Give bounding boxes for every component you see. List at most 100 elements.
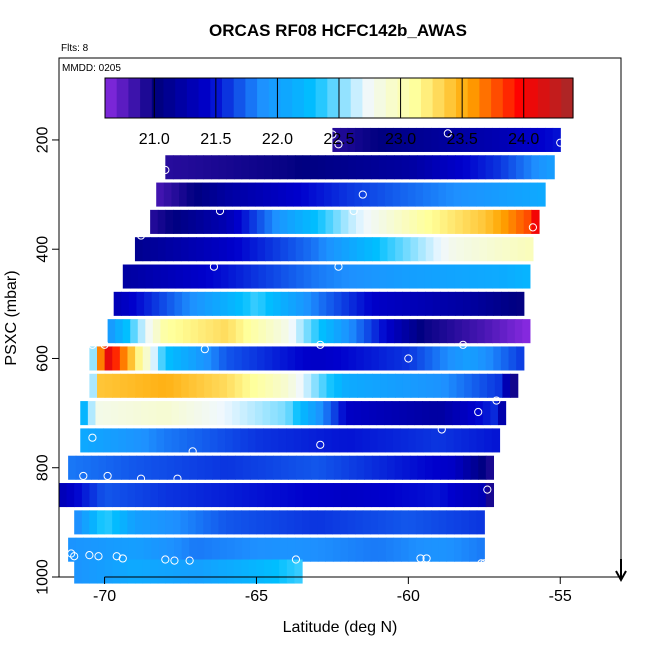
heatmap-cell [89, 483, 98, 508]
heatmap-cell [165, 346, 174, 371]
heatmap-cell [363, 209, 372, 234]
heatmap-cell [392, 182, 401, 207]
heatmap-cell [317, 510, 326, 535]
heatmap-cell [287, 155, 296, 180]
heatmap-cell [310, 537, 319, 562]
heatmap-cell [107, 319, 116, 344]
heatmap-cell [356, 291, 365, 316]
heatmap-cell [133, 428, 142, 453]
heatmap-cell [97, 483, 106, 508]
heatmap-cell [506, 182, 516, 207]
heatmap-cell [174, 291, 183, 316]
colorbar-cell [350, 78, 363, 118]
heatmap-band [113, 291, 525, 316]
heatmap-cell [318, 483, 327, 508]
heatmap-cell [400, 428, 409, 453]
heatmap-cell [278, 428, 287, 453]
heatmap-cell [186, 182, 195, 207]
heatmap-cell [393, 537, 402, 562]
heatmap-cell [447, 346, 456, 371]
sample-point [498, 475, 507, 484]
heatmap-cell [118, 428, 127, 453]
heatmap-cell [476, 182, 485, 207]
heatmap-cell [476, 537, 485, 562]
heatmap-cell [194, 401, 203, 426]
heatmap-cell [235, 291, 244, 316]
colorbar-cell [151, 78, 165, 118]
heatmap-cell [463, 455, 472, 480]
heatmap-cell [318, 291, 327, 316]
heatmap-cell [205, 264, 214, 289]
heatmap-cell [106, 455, 115, 480]
heatmap-cell [197, 291, 206, 316]
sample-point [146, 190, 155, 199]
sample-point [136, 474, 146, 483]
heatmap-cell [196, 537, 205, 562]
heatmap-cell [83, 537, 92, 562]
heatmap-cell [406, 401, 416, 426]
heatmap-cell [377, 127, 387, 152]
heatmap-cell [205, 319, 214, 344]
heatmap-cell [257, 455, 267, 480]
heatmap-cell [179, 182, 188, 207]
heatmap-cell [393, 127, 402, 152]
heatmap-cell [455, 483, 464, 508]
heatmap-cell [341, 319, 350, 344]
heatmap-cell [235, 319, 244, 344]
heatmap-cell [370, 510, 379, 535]
colorbar-tick-label: 22.0 [262, 131, 293, 148]
heatmap-cell [424, 346, 433, 371]
heatmap-cell [348, 346, 357, 371]
heatmap-cell [415, 127, 425, 152]
heatmap-cell [241, 483, 251, 508]
heatmap-cell [209, 182, 218, 207]
heatmap-cell [141, 428, 150, 453]
heatmap-cell [425, 373, 435, 398]
heatmap-cell [340, 127, 349, 152]
heatmap-cell [453, 510, 463, 535]
heatmap-cell [469, 319, 478, 344]
heatmap-cell [371, 455, 381, 480]
heatmap-cell [262, 182, 272, 207]
heatmap-cell [150, 209, 159, 234]
heatmap-cell [338, 401, 347, 426]
heatmap-cell [151, 291, 160, 316]
heatmap-cell [227, 455, 236, 480]
heatmap-cell [440, 483, 449, 508]
colorbar-cell [537, 78, 551, 118]
heatmap-cell [224, 182, 234, 207]
heatmap-cell [142, 510, 151, 535]
heatmap-cell [371, 346, 380, 371]
heatmap-cell [227, 373, 236, 398]
heatmap-cell [242, 537, 251, 562]
colorbar-cell [444, 78, 457, 118]
heatmap-cell [514, 182, 523, 207]
heatmap-cell [455, 346, 464, 371]
heatmap-cell [272, 483, 281, 508]
heatmap-cell [341, 373, 351, 398]
heatmap-cell [280, 373, 289, 398]
heatmap-cell [369, 182, 378, 207]
heatmap-cell [392, 428, 401, 453]
heatmap-cell [438, 428, 447, 453]
heatmap-cell [325, 209, 334, 234]
heatmap-cell [459, 401, 469, 426]
heatmap-cell [217, 182, 226, 207]
heatmap-cell [159, 291, 168, 316]
sample-point [185, 556, 194, 565]
heatmap-cell [415, 510, 425, 535]
heatmap-cell [522, 264, 531, 289]
heatmap-cell [188, 373, 198, 398]
heatmap-cell [326, 291, 335, 316]
heatmap-cell [219, 237, 228, 262]
heatmap-cell [175, 319, 184, 344]
heatmap-cell [112, 346, 121, 371]
heatmap-cell [122, 264, 131, 289]
heatmap-cell [270, 182, 279, 207]
heatmap-cell [499, 319, 508, 344]
heatmap-cell [145, 264, 154, 289]
heatmap-cell [302, 510, 311, 535]
heatmap-cell [180, 237, 190, 262]
heatmap-cell [241, 155, 250, 180]
heatmap-cell [475, 401, 484, 426]
